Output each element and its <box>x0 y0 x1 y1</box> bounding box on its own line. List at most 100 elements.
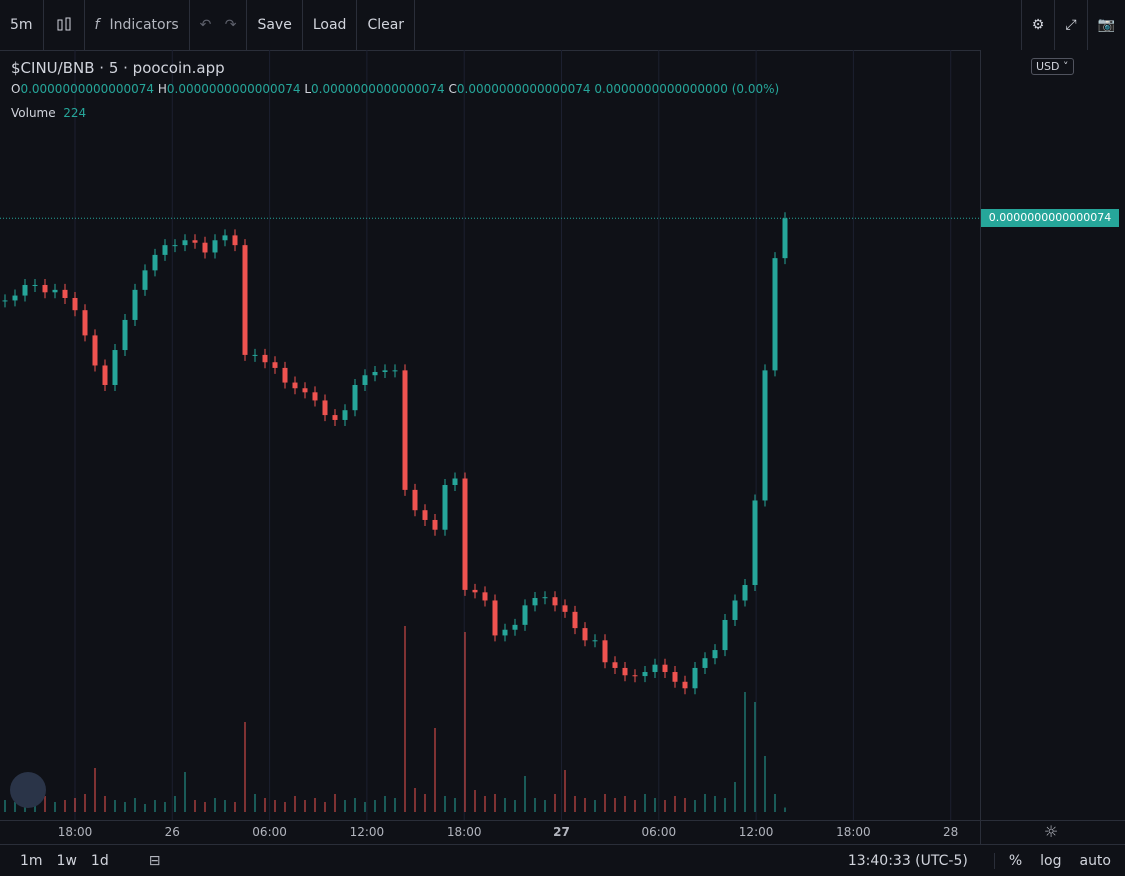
volume-bar <box>414 788 416 812</box>
time-label: 18:00 <box>836 825 871 839</box>
ohlc-key: O <box>11 82 21 96</box>
scale-button[interactable]: auto <box>1079 852 1111 869</box>
volume-bar <box>604 794 606 812</box>
volume-bar <box>634 800 636 812</box>
volume-bar <box>544 800 546 812</box>
candle-body <box>402 370 408 490</box>
scale-button[interactable]: % <box>1008 852 1023 869</box>
candle-body <box>562 605 568 612</box>
volume-bar <box>504 798 506 812</box>
symbol-line: $CINU/BNB · 5 · poocoin.app <box>11 59 225 77</box>
volume-bar <box>184 772 186 812</box>
volume-bar <box>754 702 756 812</box>
volume-bar <box>434 728 436 812</box>
volume-bar <box>274 800 276 812</box>
time-label: 06:00 <box>252 825 287 839</box>
volume-bar <box>654 798 656 812</box>
symbol: $CINU/BNB <box>11 59 95 77</box>
candle-body <box>192 240 198 243</box>
resolution: 5 <box>108 59 119 77</box>
interval-button[interactable]: 5m <box>0 0 44 50</box>
candle-body <box>762 370 768 501</box>
volume-bar <box>684 798 686 812</box>
volume-bar <box>614 798 616 812</box>
candle-body <box>222 235 228 241</box>
candle-body <box>92 335 98 366</box>
time-label: 06:00 <box>642 825 677 839</box>
candle-body <box>422 510 428 520</box>
volume-bar <box>714 796 716 812</box>
time-label: 27 <box>553 825 570 839</box>
indicators-label: Indicators <box>109 17 179 33</box>
scale-button[interactable]: log <box>1040 852 1062 869</box>
ohlc-value: 0.0000000000000074 <box>166 82 301 96</box>
volume-bar <box>284 802 286 812</box>
volume-bar <box>324 802 326 812</box>
candle-body <box>302 388 308 393</box>
volume-bar <box>134 798 136 812</box>
candle-body <box>442 485 448 530</box>
candle-body <box>272 362 278 368</box>
volume-label: Volume <box>11 106 56 120</box>
volume-bar <box>334 794 336 812</box>
volume-bar <box>354 798 356 812</box>
volume-bar <box>244 722 246 812</box>
candle-body <box>482 592 488 601</box>
candle-body <box>542 597 548 599</box>
ohlc-value: 0.0000000000000074 <box>456 82 591 96</box>
volume-bar <box>234 802 236 812</box>
chart: ☼ 18:00 26 06:00 12:00 18:00 27 06:00 12:00 18:00… <box>0 50 1125 845</box>
screenshot-button[interactable]: 📷 <box>1097 17 1115 33</box>
range-button[interactable]: 1d <box>90 852 109 869</box>
candle-body <box>252 354 258 356</box>
change: 0.0000000000000000 (0.00%) <box>594 82 780 96</box>
volume-bar <box>624 796 626 812</box>
volume-bar <box>64 800 66 812</box>
candle-body <box>82 310 88 336</box>
candle-body <box>682 681 688 689</box>
time-label: 12:00 <box>739 825 774 839</box>
volume-bar <box>214 798 216 812</box>
volume-bar <box>344 800 346 812</box>
volume-bar <box>514 800 516 812</box>
chart-type-button[interactable] <box>44 0 85 50</box>
volume-bar <box>744 692 746 812</box>
candle-body <box>732 600 738 620</box>
load-button[interactable]: Load <box>303 0 358 50</box>
toolbar: 5m f Indicators ↶ ↷ Save Load Clear ⚙ ⤢ 📷 <box>0 0 1125 51</box>
candle-body <box>752 500 758 586</box>
volume-bar <box>764 756 766 812</box>
candle-body <box>572 611 578 629</box>
candle-body <box>132 289 138 320</box>
volume-bar <box>124 802 126 812</box>
candle-body <box>312 392 318 401</box>
range-button[interactable]: 1m <box>20 852 43 869</box>
save-button[interactable]: Save <box>247 0 303 50</box>
candle-body <box>782 218 788 259</box>
date-range-button[interactable]: ⊟ <box>148 852 161 869</box>
candle-body <box>722 619 728 651</box>
currency-select[interactable]: USD ˅ <box>1031 58 1074 75</box>
clear-button[interactable]: Clear <box>357 0 416 50</box>
volume-bar <box>94 768 96 812</box>
fullscreen-button[interactable]: ⤢ <box>1055 0 1088 50</box>
indicators-button[interactable]: f Indicators <box>85 0 190 50</box>
candle-body <box>622 667 628 676</box>
volume-bar <box>404 626 406 812</box>
volume-bar <box>534 798 536 812</box>
source: poocoin.app <box>132 59 225 77</box>
settings-button[interactable]: ⚙ <box>1020 0 1056 50</box>
candle-body <box>452 478 458 486</box>
candle-body <box>322 400 328 416</box>
volume-bar <box>14 802 16 812</box>
volume-bar <box>694 800 696 812</box>
volume-bar <box>424 794 426 812</box>
volume-bar <box>704 794 706 812</box>
range-button[interactable]: 1w <box>56 852 77 869</box>
price-axis <box>980 50 1125 845</box>
price-label: 0.0000000000000074 <box>981 209 1119 227</box>
candle-body <box>612 662 618 668</box>
time-label: 18:00 <box>447 825 482 839</box>
undo-redo[interactable]: ↶ ↷ <box>190 0 248 50</box>
candle-body <box>372 371 378 376</box>
